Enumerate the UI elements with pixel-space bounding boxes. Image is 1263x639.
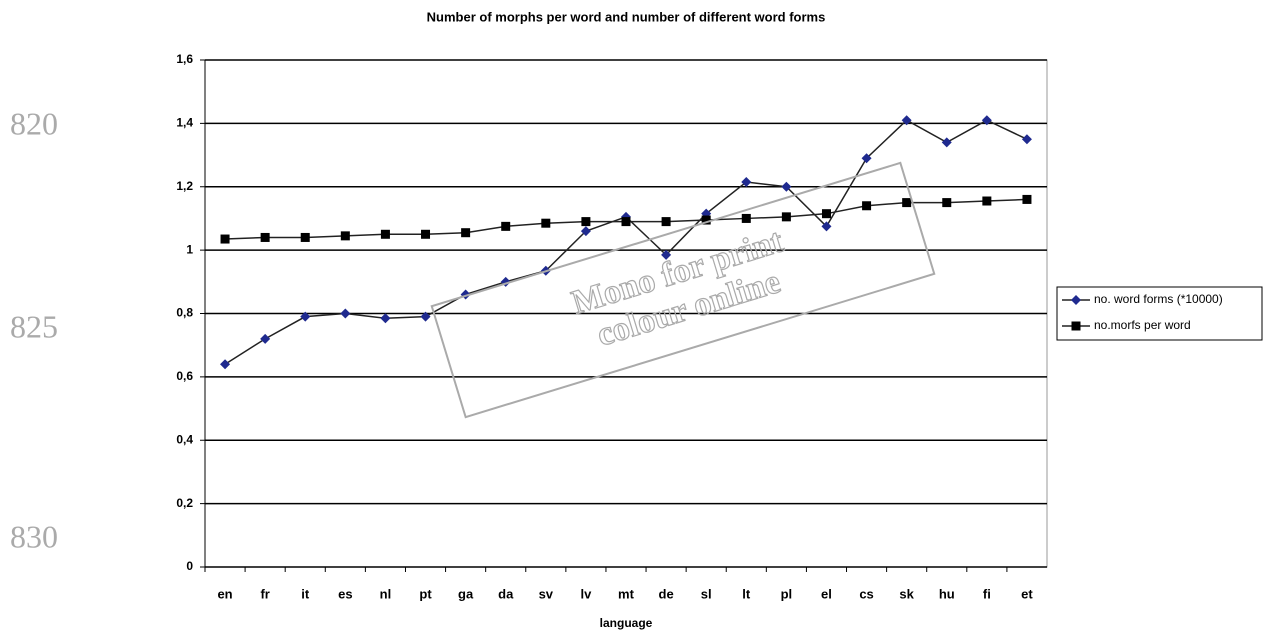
square-marker	[862, 201, 872, 211]
diamond-marker	[901, 115, 912, 126]
watermark-box	[430, 161, 936, 419]
diamond-marker	[220, 359, 231, 370]
x-tick-label: el	[821, 586, 832, 601]
x-axis-label: language	[600, 616, 653, 630]
x-tick-label: es	[338, 586, 352, 601]
square-marker	[902, 198, 912, 208]
diamond-marker	[821, 221, 832, 232]
x-tick-label: sv	[539, 586, 554, 601]
square-marker	[260, 232, 270, 242]
diamond-marker	[781, 181, 792, 192]
square-marker	[661, 217, 671, 227]
x-tick-label: fr	[260, 586, 269, 601]
x-tick-label: en	[217, 586, 232, 601]
diamond-marker	[941, 137, 952, 148]
square-marker	[781, 212, 791, 222]
diamond-marker	[861, 153, 872, 164]
diamond-marker	[300, 311, 311, 322]
square-marker	[942, 198, 952, 208]
chart-title: Number of morphs per word and number of …	[427, 9, 826, 24]
square-marker	[1022, 194, 1032, 204]
x-tick-label: pt	[419, 586, 432, 601]
legend-marker	[1071, 295, 1081, 305]
diamond-marker	[981, 115, 992, 126]
square-marker	[982, 196, 992, 206]
legend-box	[1056, 286, 1263, 341]
square-marker	[380, 229, 390, 239]
y-tick-label: 0,8	[176, 306, 193, 320]
square-marker	[461, 228, 471, 238]
diamond-marker	[580, 226, 591, 237]
x-tick-label: nl	[380, 586, 392, 601]
square-marker	[621, 217, 631, 227]
square-marker	[340, 231, 350, 241]
x-tick-label: sk	[899, 586, 914, 601]
diamond-marker	[741, 176, 752, 187]
square-marker	[501, 221, 511, 231]
y-tick-label: 1,2	[176, 179, 193, 193]
y-tick-label: 0,4	[176, 432, 193, 446]
legend-marker	[1071, 321, 1081, 331]
square-marker	[821, 209, 831, 219]
x-tick-label: da	[498, 586, 514, 601]
x-tick-label: lv	[580, 586, 592, 601]
square-marker	[541, 218, 551, 228]
diamond-marker	[1021, 134, 1032, 145]
x-tick-label: et	[1021, 586, 1033, 601]
x-tick-label: pl	[781, 586, 793, 601]
y-tick-label: 0,6	[176, 369, 193, 383]
diamond-marker	[661, 249, 672, 260]
x-tick-label: hu	[939, 586, 955, 601]
x-tick-label: ga	[458, 586, 474, 601]
diamond-marker	[380, 313, 391, 324]
legend-label: no.morfs per word	[1094, 318, 1191, 332]
x-tick-label: de	[659, 586, 674, 601]
square-marker	[421, 229, 431, 239]
y-tick-label: 0	[186, 559, 193, 573]
square-marker	[220, 234, 230, 244]
y-tick-label: 1,6	[176, 52, 193, 66]
x-tick-label: cs	[859, 586, 873, 601]
square-marker	[581, 217, 591, 227]
line-number: 825	[10, 308, 58, 344]
line-number: 830	[10, 518, 58, 554]
y-tick-label: 1	[186, 242, 193, 256]
x-tick-label: lt	[742, 586, 751, 601]
x-tick-label: it	[301, 586, 310, 601]
diamond-marker	[260, 333, 271, 344]
legend-label: no. word forms (*10000)	[1094, 292, 1223, 306]
y-tick-label: 1,4	[176, 116, 193, 130]
diamond-marker	[340, 308, 351, 319]
diamond-marker	[420, 311, 431, 322]
x-tick-label: sl	[701, 586, 712, 601]
square-marker	[300, 232, 310, 242]
square-marker	[701, 215, 711, 225]
square-marker	[741, 213, 751, 223]
line-number: 820	[10, 105, 58, 141]
x-tick-label: fi	[983, 586, 991, 601]
x-tick-label: mt	[618, 586, 635, 601]
y-tick-label: 0,2	[176, 496, 193, 510]
